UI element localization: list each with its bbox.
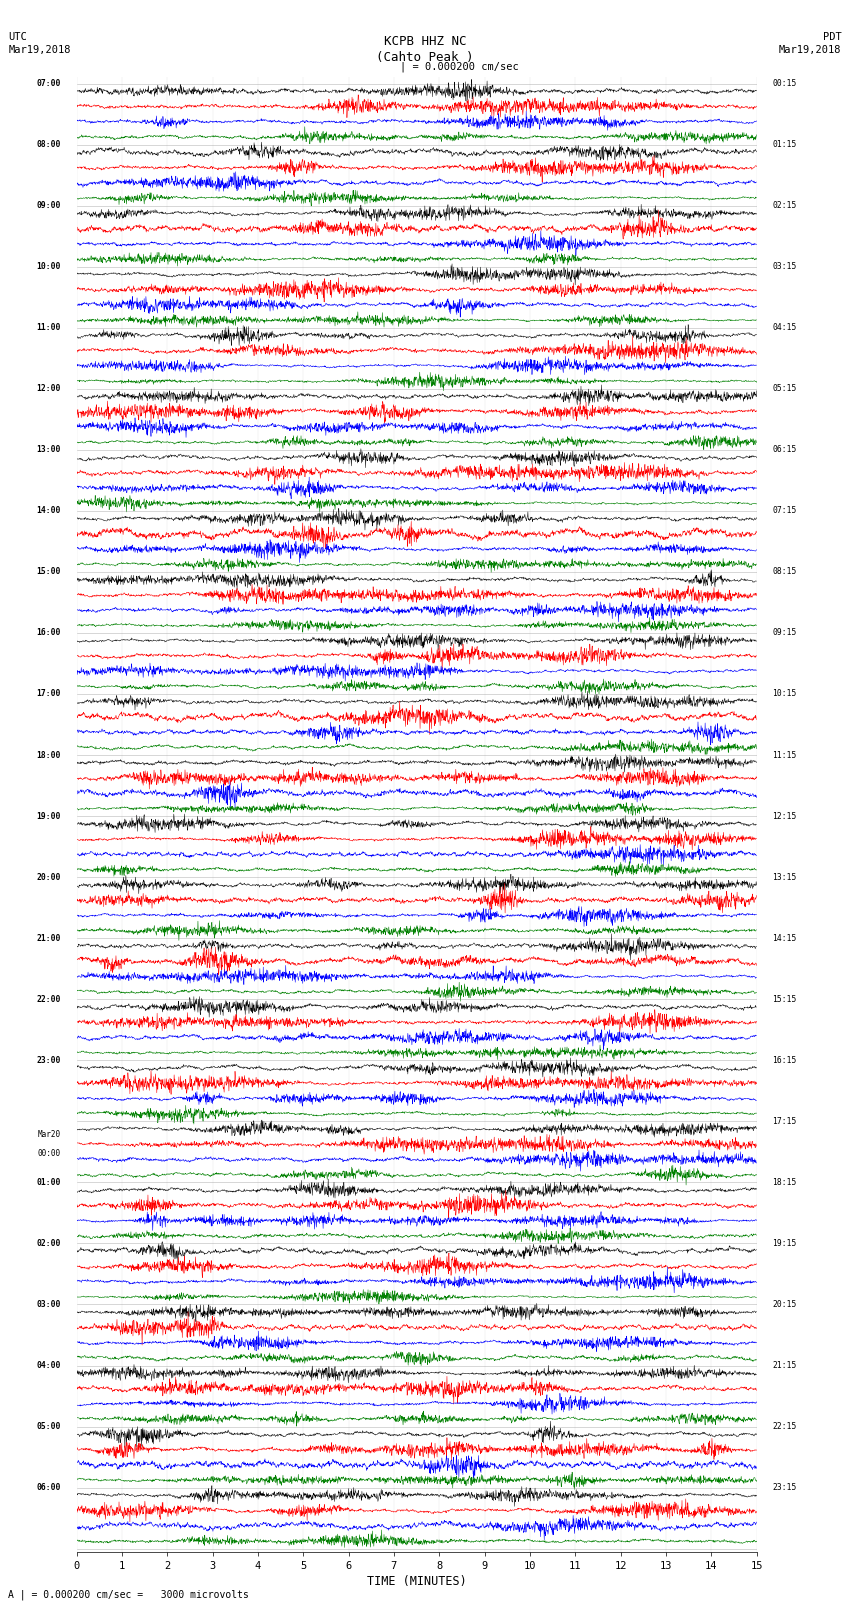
Text: 19:15: 19:15 (773, 1239, 796, 1248)
Text: 12:15: 12:15 (773, 811, 796, 821)
Text: 04:15: 04:15 (773, 323, 796, 332)
Text: Mar20: Mar20 (37, 1131, 60, 1139)
Text: 07:00: 07:00 (37, 79, 60, 89)
Text: 05:15: 05:15 (773, 384, 796, 394)
Text: 16:15: 16:15 (773, 1057, 796, 1065)
Text: 18:15: 18:15 (773, 1177, 796, 1187)
Text: 22:15: 22:15 (773, 1423, 796, 1431)
Text: 10:00: 10:00 (37, 263, 60, 271)
Text: 07:15: 07:15 (773, 506, 796, 516)
Text: 14:15: 14:15 (773, 934, 796, 942)
Text: 09:15: 09:15 (773, 629, 796, 637)
Text: 13:00: 13:00 (37, 445, 60, 455)
Text: | = 0.000200 cm/sec: | = 0.000200 cm/sec (400, 61, 518, 73)
Text: KCPB HHZ NC
(Cahto Peak ): KCPB HHZ NC (Cahto Peak ) (377, 35, 473, 65)
Text: 21:00: 21:00 (37, 934, 60, 942)
Text: 00:00: 00:00 (37, 1148, 60, 1158)
Text: 23:15: 23:15 (773, 1482, 796, 1492)
Text: 10:15: 10:15 (773, 689, 796, 698)
Text: 03:15: 03:15 (773, 263, 796, 271)
Text: 02:00: 02:00 (37, 1239, 60, 1248)
Text: 18:00: 18:00 (37, 750, 60, 760)
Text: 08:15: 08:15 (773, 568, 796, 576)
Text: 14:00: 14:00 (37, 506, 60, 516)
Text: 19:00: 19:00 (37, 811, 60, 821)
Text: 15:00: 15:00 (37, 568, 60, 576)
Text: 11:15: 11:15 (773, 750, 796, 760)
Text: 21:15: 21:15 (773, 1361, 796, 1369)
Text: A | = 0.000200 cm/sec =   3000 microvolts: A | = 0.000200 cm/sec = 3000 microvolts (8, 1589, 249, 1600)
Text: 09:00: 09:00 (37, 202, 60, 210)
Text: 16:00: 16:00 (37, 629, 60, 637)
Text: 23:00: 23:00 (37, 1057, 60, 1065)
Text: 01:00: 01:00 (37, 1177, 60, 1187)
Text: PDT
Mar19,2018: PDT Mar19,2018 (779, 32, 842, 55)
Text: 02:15: 02:15 (773, 202, 796, 210)
Text: 08:00: 08:00 (37, 140, 60, 148)
Text: 06:00: 06:00 (37, 1482, 60, 1492)
Text: 20:15: 20:15 (773, 1300, 796, 1310)
Text: 06:15: 06:15 (773, 445, 796, 455)
Text: 04:00: 04:00 (37, 1361, 60, 1369)
Text: 15:15: 15:15 (773, 995, 796, 1003)
Text: 17:00: 17:00 (37, 689, 60, 698)
Text: 22:00: 22:00 (37, 995, 60, 1003)
Text: 00:15: 00:15 (773, 79, 796, 89)
Text: 01:15: 01:15 (773, 140, 796, 148)
Text: 17:15: 17:15 (773, 1116, 796, 1126)
X-axis label: TIME (MINUTES): TIME (MINUTES) (366, 1574, 467, 1587)
Text: 20:00: 20:00 (37, 873, 60, 882)
Text: 03:00: 03:00 (37, 1300, 60, 1310)
Text: 05:00: 05:00 (37, 1423, 60, 1431)
Text: 12:00: 12:00 (37, 384, 60, 394)
Text: 11:00: 11:00 (37, 323, 60, 332)
Text: UTC
Mar19,2018: UTC Mar19,2018 (8, 32, 71, 55)
Text: 13:15: 13:15 (773, 873, 796, 882)
